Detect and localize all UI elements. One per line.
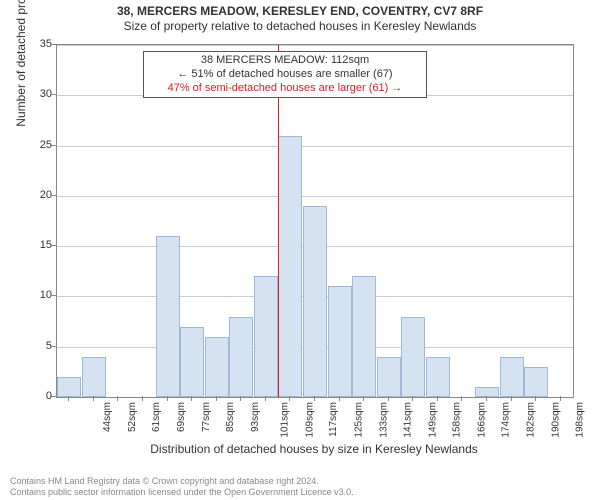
x-tick-label: 69sqm: [176, 402, 187, 432]
x-axis-label: Distribution of detached houses by size …: [56, 442, 572, 456]
histogram-bar: [303, 206, 327, 397]
x-tick-label: 93sqm: [250, 402, 261, 432]
annotation-line-3: 47% of semi-detached houses are larger (…: [150, 82, 420, 96]
x-tick-label: 117sqm: [328, 402, 339, 437]
x-tick-mark: [265, 396, 266, 401]
x-tick-mark: [560, 396, 561, 401]
chart-subtitle: Size of property relative to detached ho…: [0, 18, 600, 37]
chart-title: 38, MERCERS MEADOW, KERESLEY END, COVENT…: [0, 0, 600, 18]
x-tick-mark: [314, 396, 315, 401]
y-tick-mark: [51, 195, 56, 196]
y-tick-label: 15: [12, 239, 52, 251]
x-tick-mark: [142, 396, 143, 401]
histogram-bar: [500, 357, 524, 397]
gridline: [57, 196, 573, 197]
x-tick-label: 166sqm: [476, 402, 487, 438]
annotation-box: 38 MERCERS MEADOW: 112sqm ← 51% of detac…: [143, 51, 427, 98]
x-tick-mark: [216, 396, 217, 401]
x-tick-label: 149sqm: [427, 402, 438, 438]
x-tick-label: 182sqm: [526, 402, 537, 438]
footer-line-2: Contains public sector information licen…: [10, 487, 354, 498]
histogram-bar: [57, 377, 81, 397]
x-tick-mark: [412, 396, 413, 401]
x-tick-mark: [117, 396, 118, 401]
histogram-bar: [254, 276, 278, 397]
histogram-bar: [524, 367, 548, 397]
y-tick-mark: [51, 396, 56, 397]
histogram-bar: [377, 357, 401, 397]
y-tick-mark: [51, 44, 56, 45]
x-tick-label: 141sqm: [403, 402, 414, 438]
x-tick-label: 133sqm: [378, 402, 389, 438]
y-tick-mark: [51, 346, 56, 347]
y-tick-mark: [51, 145, 56, 146]
histogram-bar: [156, 236, 180, 397]
x-tick-mark: [437, 396, 438, 401]
chart-container: 38, MERCERS MEADOW, KERESLEY END, COVENT…: [0, 0, 600, 500]
x-tick-label: 109sqm: [304, 402, 315, 438]
x-tick-mark: [240, 396, 241, 401]
x-tick-mark: [388, 396, 389, 401]
histogram-bar: [205, 337, 229, 397]
plot-area: 38 MERCERS MEADOW: 112sqm ← 51% of detac…: [56, 44, 574, 398]
x-tick-label: 158sqm: [452, 402, 463, 438]
annotation-line-1: 38 MERCERS MEADOW: 112sqm: [150, 54, 420, 68]
histogram-bar: [401, 317, 425, 397]
y-tick-label: 20: [12, 189, 52, 201]
x-tick-mark: [167, 396, 168, 401]
x-tick-mark: [535, 396, 536, 401]
gridline: [57, 45, 573, 46]
y-tick-label: 10: [12, 289, 52, 301]
gridline: [57, 146, 573, 147]
y-tick-mark: [51, 94, 56, 95]
footer: Contains HM Land Registry data © Crown c…: [10, 476, 354, 498]
histogram-bar: [328, 286, 352, 397]
x-tick-label: 77sqm: [201, 402, 212, 432]
x-tick-mark: [191, 396, 192, 401]
x-tick-mark: [511, 396, 512, 401]
x-tick-label: 61sqm: [151, 402, 162, 432]
histogram-bar: [180, 327, 204, 397]
y-tick-label: 5: [12, 340, 52, 352]
y-tick-label: 25: [12, 139, 52, 151]
x-tick-label: 125sqm: [354, 402, 365, 438]
histogram-bar: [278, 136, 302, 397]
x-tick-label: 44sqm: [102, 402, 113, 432]
x-tick-label: 190sqm: [550, 402, 561, 438]
x-tick-label: 85sqm: [225, 402, 236, 432]
histogram-bar: [82, 357, 106, 397]
histogram-bar: [229, 317, 253, 397]
x-tick-label: 198sqm: [575, 402, 586, 438]
x-tick-mark: [289, 396, 290, 401]
x-tick-mark: [486, 396, 487, 401]
y-tick-label: 0: [12, 390, 52, 402]
histogram-bar: [352, 276, 376, 397]
footer-line-1: Contains HM Land Registry data © Crown c…: [10, 476, 354, 487]
y-tick-mark: [51, 295, 56, 296]
histogram-bar: [426, 357, 450, 397]
y-axis-label: Number of detached properties: [14, 0, 28, 220]
x-tick-mark: [363, 396, 364, 401]
x-tick-label: 101sqm: [280, 402, 291, 438]
x-tick-label: 174sqm: [501, 402, 512, 438]
y-tick-mark: [51, 245, 56, 246]
x-tick-mark: [68, 396, 69, 401]
x-tick-label: 52sqm: [127, 402, 138, 432]
x-tick-mark: [339, 396, 340, 401]
annotation-line-2: ← 51% of detached houses are smaller (67…: [150, 68, 420, 82]
y-tick-label: 35: [12, 38, 52, 50]
y-tick-label: 30: [12, 88, 52, 100]
x-tick-mark: [93, 396, 94, 401]
x-tick-mark: [461, 396, 462, 401]
